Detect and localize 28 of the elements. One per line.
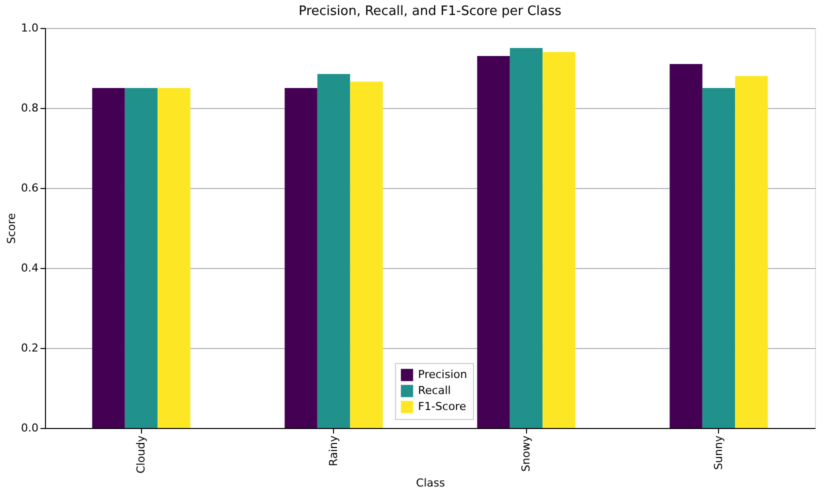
x-axis-title: Class bbox=[416, 476, 446, 490]
legend-label: Recall bbox=[418, 384, 451, 397]
chart-title: Precision, Recall, and F1-Score per Class bbox=[298, 4, 562, 19]
y-tick-label: 0.8 bbox=[21, 102, 38, 114]
bar bbox=[317, 74, 350, 428]
bar bbox=[510, 48, 543, 428]
y-tick-label: 0.4 bbox=[21, 262, 38, 274]
y-tick-label: 0.6 bbox=[21, 182, 38, 194]
x-tick-label: Cloudy bbox=[134, 435, 148, 474]
bar bbox=[542, 52, 576, 428]
bar bbox=[702, 88, 736, 428]
y-tick-label: 1.0 bbox=[21, 22, 38, 34]
y-tick-label: 0.0 bbox=[21, 422, 38, 434]
x-tick-label: Snowy bbox=[519, 435, 532, 472]
legend-label: F1-Score bbox=[418, 400, 466, 413]
bar bbox=[92, 88, 125, 428]
bar bbox=[284, 88, 318, 428]
x-tick-label: Rainy bbox=[326, 435, 340, 466]
bar bbox=[124, 88, 158, 428]
bar bbox=[350, 82, 383, 428]
bar bbox=[477, 56, 510, 428]
legend-label: Precision bbox=[418, 368, 468, 381]
bar bbox=[670, 64, 702, 428]
bar bbox=[158, 88, 190, 428]
y-tick-label: 0.2 bbox=[21, 342, 38, 354]
y-axis-title: Score bbox=[5, 212, 18, 244]
x-tick-label: Sunny bbox=[712, 435, 725, 470]
bar bbox=[735, 76, 768, 428]
